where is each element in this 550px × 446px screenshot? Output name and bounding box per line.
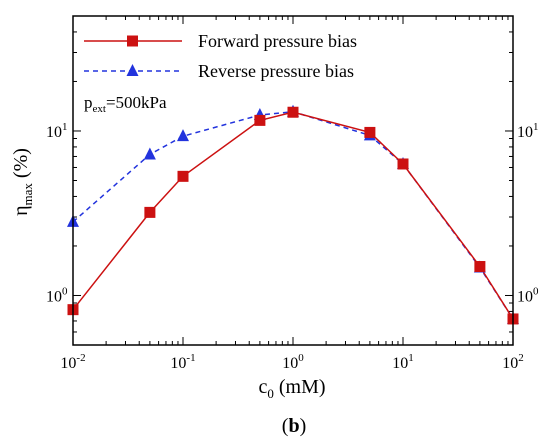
y-tick-label-right: 100 xyxy=(517,285,539,305)
plot-frame xyxy=(72,15,514,346)
data-point-forward xyxy=(254,114,266,126)
x-tick-label: 102 xyxy=(502,352,524,372)
x-axis-title: c0 (mM) xyxy=(258,376,325,401)
y-axis-title: ηmax (%) xyxy=(10,148,35,216)
legend-marker-forward xyxy=(127,35,138,47)
data-point-forward xyxy=(287,106,299,118)
legend: Forward pressure bias Reverse pressure b… xyxy=(84,31,357,81)
series-line-forward xyxy=(72,111,514,320)
data-point-forward xyxy=(397,158,409,170)
y-tick-label-right: 101 xyxy=(517,121,539,141)
legend-label-forward: Forward pressure bias xyxy=(198,31,357,51)
legend-label-reverse: Reverse pressure bias xyxy=(198,61,354,81)
data-point-forward xyxy=(144,206,156,218)
y-tick-label: 101 xyxy=(46,121,68,141)
tick-labels: 10-2 10-1 100 101 102 100 100 101 101 xyxy=(46,121,539,372)
panel-label: (b) xyxy=(282,415,306,437)
x-tick-label: 101 xyxy=(392,352,414,372)
annotation-pressure: pext=500kPa xyxy=(84,93,167,115)
data-point-forward xyxy=(364,126,376,138)
y-tick-label: 100 xyxy=(46,285,68,305)
data-point-forward xyxy=(474,261,486,273)
x-tick-label: 10-2 xyxy=(60,352,85,372)
series-line-reverse xyxy=(72,110,514,320)
legend-marker-reverse xyxy=(126,64,139,76)
data-point-forward xyxy=(177,170,189,182)
x-tick-label: 100 xyxy=(282,352,304,372)
x-tick-label: 10-1 xyxy=(170,352,195,372)
data-point-reverse xyxy=(177,129,189,142)
data-point-reverse xyxy=(143,147,156,160)
plot-series xyxy=(67,104,519,325)
